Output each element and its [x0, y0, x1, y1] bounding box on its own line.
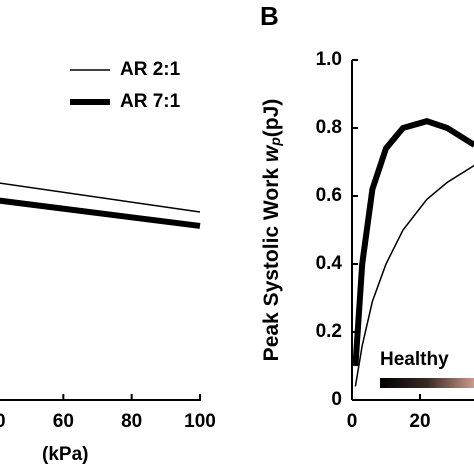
y-label-text: Peak Systolic Work	[260, 168, 283, 362]
x-axis-label: (kPa)	[42, 444, 88, 465]
legend-label: AR 7:1	[120, 91, 181, 112]
x-tick-label: 60	[53, 411, 74, 432]
y-tick-label: 0	[331, 389, 342, 410]
y-tick-label: 0.6	[316, 185, 342, 206]
x-tick-label: 40	[0, 411, 6, 432]
annotation: Healthy	[380, 349, 449, 370]
line	[0, 182, 201, 213]
y-axis-label: Peak Systolic Work wp(pJ)	[260, 99, 283, 362]
y-tick-label: 1.0	[316, 49, 342, 70]
x-tick-label: 20	[409, 411, 430, 432]
x-tick-label: 80	[121, 411, 142, 432]
line	[352, 118, 474, 367]
x-tick-label: 100	[184, 411, 216, 432]
line	[0, 197, 201, 229]
y-tick-label: 0.2	[316, 321, 342, 342]
y-tick-label: 0.4	[316, 253, 343, 274]
gradient-bar	[380, 378, 474, 388]
panel-label: B	[260, 1, 279, 31]
x-tick-label: 0	[347, 411, 358, 432]
y-label-sub: p	[267, 137, 283, 147]
legend-label: AR 2:1	[120, 59, 181, 80]
y-tick-label: 0.8	[316, 117, 342, 138]
y-label-unit: (pJ)	[260, 99, 283, 138]
y-label-var: w	[260, 144, 283, 162]
line	[354, 164, 474, 387]
